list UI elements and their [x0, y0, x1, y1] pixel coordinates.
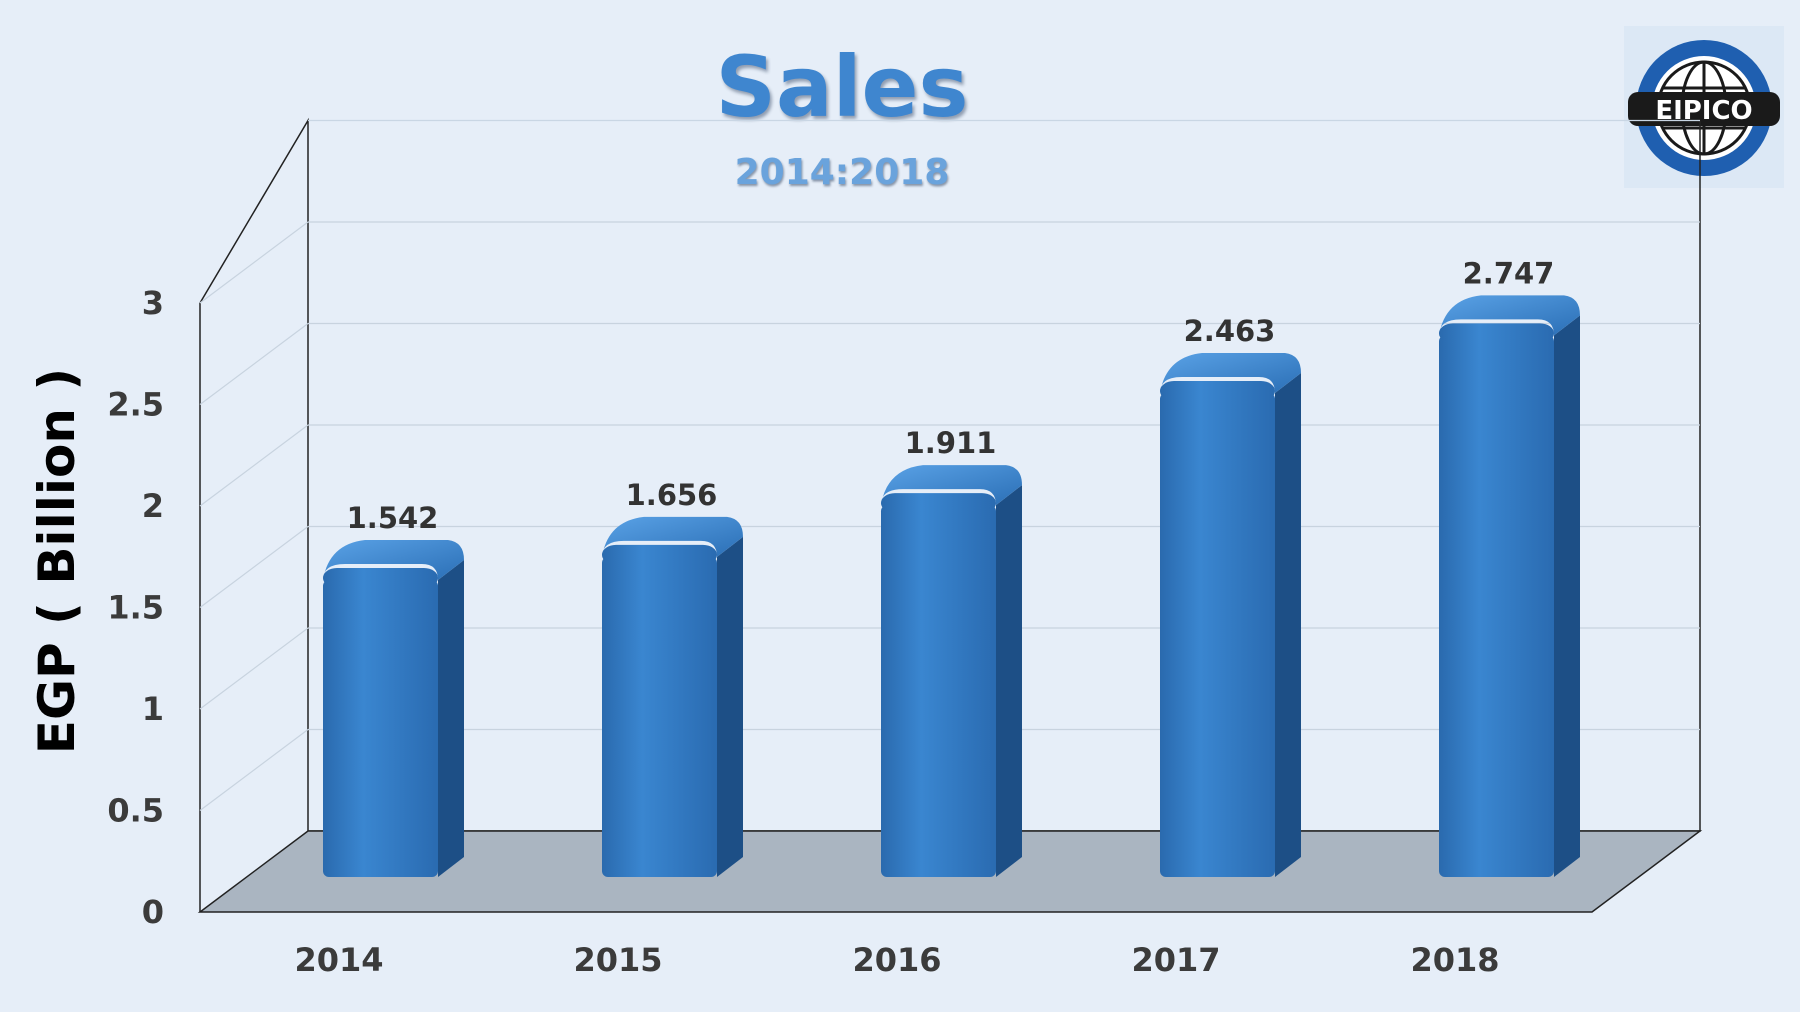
gridline-side: [199, 323, 309, 405]
data-label: 2.463: [1184, 314, 1276, 348]
bar-side: [717, 536, 743, 877]
x-tick-label: 2018: [1410, 941, 1499, 979]
bar: [602, 556, 717, 877]
bar-side: [996, 485, 1022, 877]
bar-side: [438, 559, 464, 877]
data-label: 1.542: [347, 501, 439, 535]
bar-cap: [602, 544, 717, 565]
bar-top: [602, 516, 743, 557]
gridline-side: [199, 729, 309, 811]
y-tick-label: 1: [142, 690, 164, 728]
x-tick-labels: 2014 2015 2016 2017 2018: [294, 941, 1499, 979]
chart-title: Sales: [715, 38, 969, 136]
gridline-side: [199, 526, 309, 608]
gridline-side: [199, 221, 309, 304]
bar-top: [1160, 353, 1301, 394]
y-tick-labels: 0 0.5 1 1.5 2 2.5 3: [107, 284, 164, 931]
bar-cap: [1439, 323, 1554, 344]
data-labels: 1.542 1.656 1.911 2.463 2.747: [347, 256, 1555, 535]
y-tick-label: 1.5: [107, 589, 164, 627]
data-label: 2.747: [1463, 256, 1555, 290]
gridline-side: [199, 627, 309, 710]
x-tick-label: 2016: [852, 941, 941, 979]
y-axis-label: EGP ( Billion ): [28, 368, 86, 754]
bar-cap: [1160, 381, 1275, 402]
bar-side: [1554, 315, 1580, 877]
bar-top: [881, 465, 1022, 506]
x-tick-label: 2017: [1131, 941, 1220, 979]
gridline-side: [199, 424, 309, 507]
x-tick-label: 2015: [573, 941, 662, 979]
company-logo: EIPICO: [1624, 26, 1784, 188]
chart-subtitle: 2014:2018: [734, 152, 950, 193]
bar-top: [1439, 295, 1580, 336]
x-tick-label: 2014: [294, 941, 383, 979]
bar-cap: [881, 493, 996, 514]
data-label: 1.911: [905, 426, 997, 460]
bar: [881, 505, 996, 877]
y-tick-label: 3: [142, 284, 164, 322]
bars: [323, 295, 1580, 877]
y-tick-label: 0.5: [107, 792, 164, 830]
bar-top: [323, 539, 464, 580]
bar: [323, 579, 438, 877]
bar: [1439, 335, 1554, 877]
bar-side: [1275, 373, 1301, 877]
y-tick-label: 2.5: [107, 386, 164, 424]
data-label: 1.656: [626, 478, 718, 512]
bar-cap: [323, 567, 438, 588]
y-tick-label: 0: [142, 893, 164, 931]
logo-banner: [1628, 92, 1780, 126]
bar: [1160, 393, 1275, 877]
y-tick-label: 2: [142, 487, 164, 525]
